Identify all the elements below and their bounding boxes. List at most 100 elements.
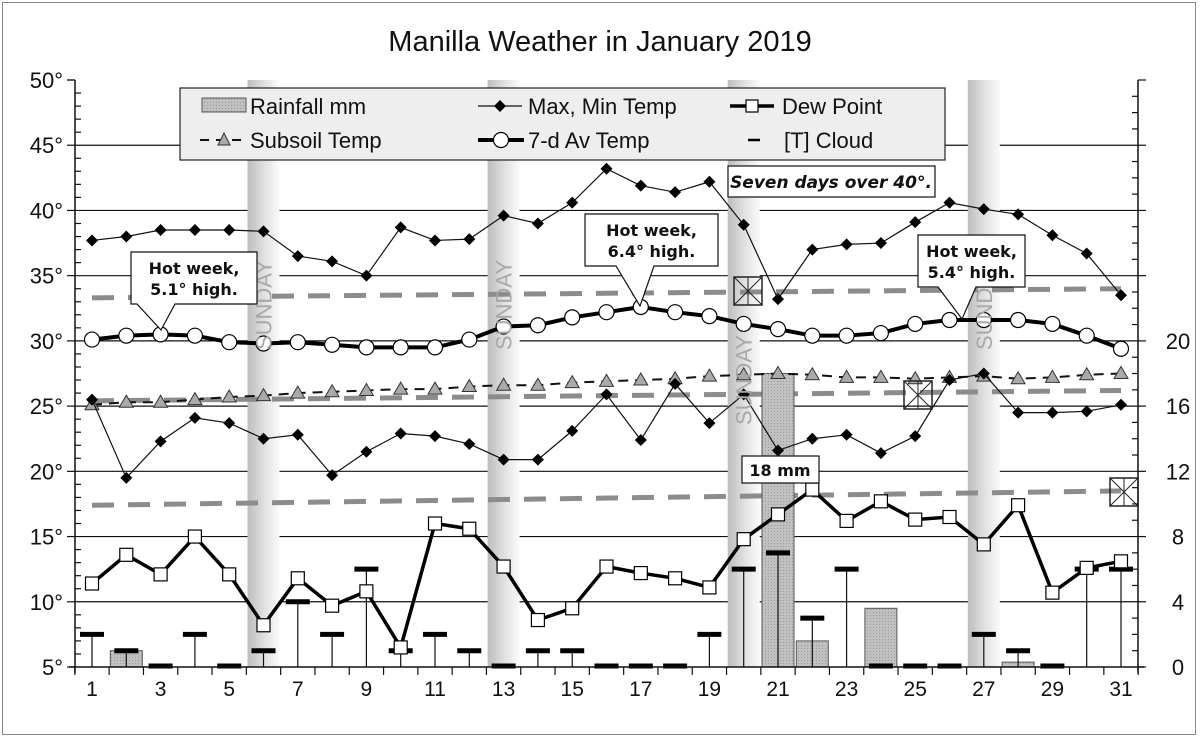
circle-marker [872, 324, 890, 342]
x-tick-label: 15 [561, 678, 584, 701]
circle-marker [1112, 340, 1130, 357]
diamond-marker [326, 469, 339, 482]
gridline-gap [967, 339, 1000, 343]
seven-days-text: Seven days over 40°. [730, 173, 932, 193]
gridline-gap [727, 404, 760, 408]
diamond-marker [86, 393, 98, 406]
chart-title: Manilla Weather in January 2019 [388, 26, 812, 58]
y-right-tick-label: 4 [1172, 590, 1184, 615]
square-marker [393, 640, 408, 655]
gridline-gap [487, 469, 520, 473]
square-marker [599, 559, 614, 574]
legend: Rainfall mm Max, Min Temp Dew Point Subsoil… [179, 87, 946, 161]
legend-label: Subsoil Temp [250, 128, 382, 153]
diamond-marker [497, 453, 510, 466]
square-marker [222, 567, 237, 582]
gridline-gap [247, 404, 280, 408]
subsoil-triangle-marker [838, 369, 855, 383]
diamond-marker [120, 230, 133, 243]
diamond-marker [291, 250, 304, 263]
reference-dashed-line [91, 488, 1122, 508]
circle-marker [1044, 315, 1061, 333]
extreme-marker-icon [903, 380, 933, 410]
subsoil-triangle-marker [873, 369, 889, 383]
triangle-icon [217, 131, 231, 146]
gridline-gap [727, 208, 760, 212]
circle-marker [941, 311, 958, 329]
temperature-series [83, 162, 1130, 655]
sunday-label: SUNDAY [732, 335, 757, 425]
x-tick-label: 17 [629, 678, 652, 701]
x-tick-label: 25 [904, 678, 927, 701]
gridline-gap [727, 339, 760, 343]
square-marker [667, 571, 683, 586]
diamond-marker [1046, 406, 1059, 419]
reference-dashed-line [91, 286, 1122, 301]
diamond-marker [634, 434, 647, 447]
diamond-marker [497, 209, 510, 222]
hot-week-callout-2: Hot week, 6.4° high. [584, 213, 719, 308]
diamond-marker [737, 388, 750, 401]
gridline-gap [967, 535, 1000, 539]
gridline-gap [967, 404, 1000, 408]
square-marker [325, 598, 340, 613]
subsoil-triangle-marker [1078, 366, 1095, 381]
diamond-marker [531, 217, 544, 230]
circle-marker [701, 308, 718, 325]
square-icon [745, 99, 759, 113]
subsoil-triangle-marker [701, 368, 718, 382]
diamond-marker [326, 255, 339, 268]
gridline-gap [967, 143, 1000, 147]
gridline-gap [487, 274, 520, 278]
diamond-marker [154, 435, 167, 448]
y-left-tick-label: 35° [30, 264, 63, 289]
diamond-icon [494, 100, 506, 112]
square-marker [839, 513, 854, 529]
callout-text: Hot week, [606, 221, 697, 240]
legend-label: 7-d Av Temp [528, 128, 649, 153]
gridline-gap [487, 535, 520, 539]
square-marker [462, 521, 477, 536]
diamond-marker [772, 444, 784, 457]
subsoil-triangle-marker [289, 385, 306, 399]
diamond-marker [257, 225, 270, 238]
legend-label: [T] Cloud [784, 128, 873, 153]
legend-item-thick-line-circle: 7-d Av Temp [478, 128, 649, 153]
square-marker [187, 529, 202, 544]
square-marker [290, 571, 305, 586]
cloud-markers [80, 550, 1133, 669]
circle-marker [735, 315, 752, 333]
diamond-marker [703, 175, 716, 188]
diamond-marker [1080, 405, 1093, 418]
square-marker [359, 584, 374, 599]
seven-days-callout: Seven days over 40°. [727, 165, 936, 198]
legend-item-dash: [T] Cloud [748, 128, 873, 153]
square-marker [530, 612, 546, 628]
diamond-marker [669, 377, 682, 390]
y-right-tick-label: 12 [1166, 459, 1190, 484]
x-tick-label: 21 [766, 678, 789, 701]
rain-label: 18 mm [741, 455, 820, 484]
circle-marker [564, 309, 581, 326]
subsoil-triangle-marker [1113, 365, 1129, 379]
square-marker [873, 494, 889, 509]
legend-label: Dew Point [782, 94, 882, 119]
subsoil-triangle-marker [427, 381, 443, 395]
y-left-tick-label: 50° [30, 68, 63, 93]
diamond-marker [840, 428, 853, 441]
circle-marker [666, 304, 684, 321]
y-right-tick-label: 8 [1172, 525, 1184, 550]
square-marker [153, 567, 168, 582]
diamond-marker [1080, 247, 1093, 260]
circle-marker [289, 334, 306, 351]
circle-marker [426, 339, 444, 356]
diamond-marker [120, 471, 133, 484]
diamond-marker [429, 430, 441, 443]
y-right-tick-label: 20 [1166, 329, 1190, 354]
y-left-tick-label: 25° [30, 394, 63, 419]
circle-marker [118, 327, 135, 344]
rain-label-text: 18 mm [749, 461, 810, 480]
diamond-marker [566, 424, 579, 437]
subsoil-triangle-marker [255, 387, 272, 402]
